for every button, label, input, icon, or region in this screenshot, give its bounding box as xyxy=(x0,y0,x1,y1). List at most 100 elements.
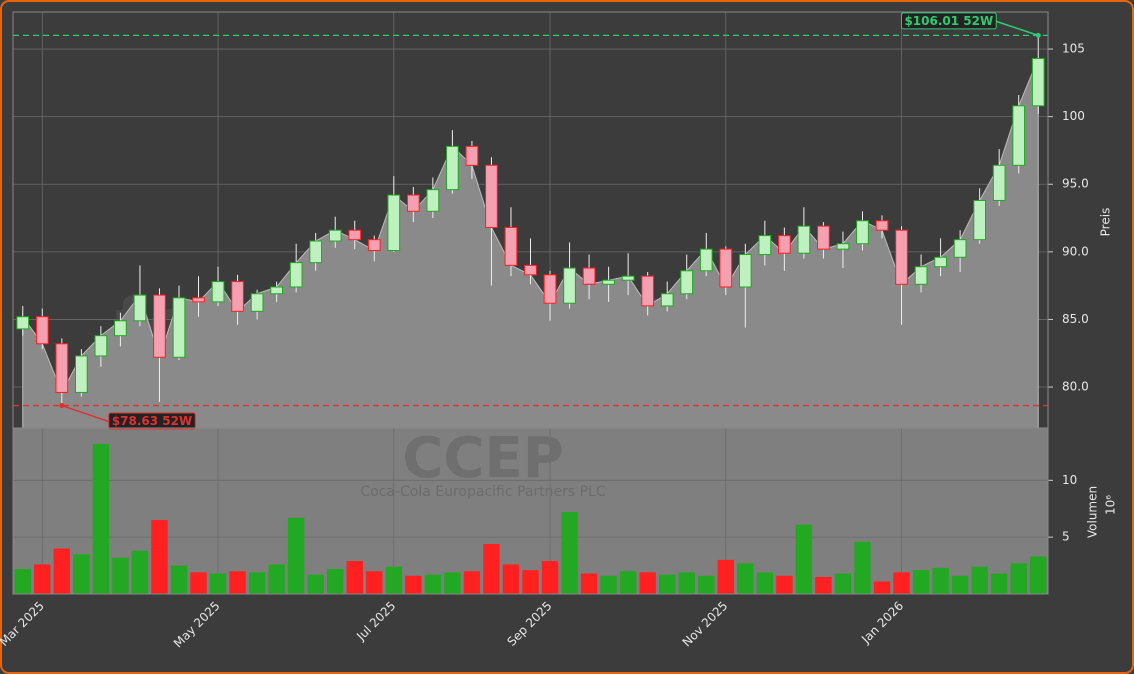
candle-body xyxy=(543,274,557,304)
volume-bar xyxy=(912,570,930,594)
volume-bar xyxy=(795,524,813,594)
volume-unit: 10⁶ xyxy=(1104,495,1118,515)
y-tick-label: 10 xyxy=(1062,473,1077,487)
arrow xyxy=(995,20,1039,37)
y-tick-label: 80.0 xyxy=(1062,380,1089,394)
y-tick-label: 95.0 xyxy=(1062,177,1089,191)
candle-body xyxy=(758,235,772,256)
y-tick-label: 85.0 xyxy=(1062,312,1089,326)
candle-body xyxy=(94,335,108,357)
candle-body xyxy=(55,343,69,393)
volume-bar xyxy=(190,572,207,594)
volume-bar xyxy=(600,575,617,594)
candle-body xyxy=(309,240,323,264)
volume-bar xyxy=(151,520,168,594)
volume-bar xyxy=(463,571,481,594)
candle-body xyxy=(1031,58,1045,107)
volume-bar xyxy=(112,557,129,594)
candle-body xyxy=(836,243,850,250)
candle-body xyxy=(738,254,752,288)
candle-body xyxy=(485,164,498,229)
candle-body xyxy=(973,199,987,241)
volume-bar xyxy=(678,572,695,594)
company-watermark: Coca-Cola Europacific Partners PLC xyxy=(360,484,606,500)
y-tick-label: 90.0 xyxy=(1062,244,1089,258)
volume-bar xyxy=(209,573,227,594)
candle-body xyxy=(582,267,596,285)
candle-body xyxy=(211,281,225,303)
volume-bar xyxy=(658,574,676,594)
candle-body xyxy=(406,194,420,212)
volume-bar xyxy=(951,575,969,594)
volume-bar xyxy=(229,571,246,594)
candle-body xyxy=(133,294,147,322)
candle-body xyxy=(992,164,1006,201)
volume-bar xyxy=(53,548,71,594)
symbol-watermark: CCEP xyxy=(402,426,564,491)
volume-bar xyxy=(971,566,988,594)
candle-body xyxy=(16,316,30,330)
candle-body xyxy=(387,194,401,251)
candle-body xyxy=(504,227,518,266)
volume-bar xyxy=(990,573,1008,594)
volume-bar xyxy=(287,517,305,594)
volume-bar xyxy=(541,561,559,594)
label-box xyxy=(900,12,997,30)
candle-body xyxy=(875,220,889,231)
volume-bar xyxy=(893,572,910,594)
candle-body xyxy=(934,256,947,268)
volume-bar xyxy=(698,575,715,594)
volume-bar xyxy=(424,574,442,594)
candle-body xyxy=(348,229,362,241)
volume-bar xyxy=(561,512,578,594)
candle-body xyxy=(231,281,244,312)
arrow-head xyxy=(1035,32,1041,38)
volume-bar xyxy=(405,575,422,594)
volume-bar xyxy=(444,572,461,594)
volume-bar xyxy=(170,565,188,594)
candle-body xyxy=(778,235,791,254)
volume-bar xyxy=(776,575,793,594)
volume-bar xyxy=(34,564,51,594)
candle-body xyxy=(289,262,303,288)
volume-bar xyxy=(385,566,403,594)
volume-bar xyxy=(834,573,852,594)
candle-body xyxy=(953,239,967,258)
y-tick-label: 105 xyxy=(1062,42,1085,56)
volume-bar xyxy=(73,554,90,594)
volume-bar xyxy=(92,443,110,594)
volume-bar xyxy=(580,573,598,594)
candle-body xyxy=(172,297,186,358)
volume-axis-label: Volumen xyxy=(1086,486,1100,538)
level-label: $78.63 52W xyxy=(112,414,192,428)
candle-body xyxy=(426,189,440,212)
candle-body xyxy=(660,293,674,307)
level-label: $106.01 52W xyxy=(904,14,993,28)
candle-body xyxy=(153,294,166,358)
volume-bar xyxy=(932,567,949,594)
candle-body xyxy=(114,320,127,337)
volume-bar xyxy=(366,571,383,594)
candle-body xyxy=(446,145,459,191)
volume-bar xyxy=(327,568,344,594)
arrow-head xyxy=(59,403,65,409)
candle-body xyxy=(797,225,811,254)
candle-body xyxy=(914,266,928,285)
volume-bar xyxy=(1010,563,1027,594)
candle-body xyxy=(563,267,576,304)
volume-bar xyxy=(483,543,500,594)
candle-body xyxy=(328,229,342,242)
volume-bar xyxy=(1030,556,1047,594)
candle-body xyxy=(641,275,655,307)
volume-bar xyxy=(268,564,285,594)
volume-bar xyxy=(248,572,266,594)
volume-bar xyxy=(502,564,520,594)
volume-bar xyxy=(873,581,891,594)
candle-body xyxy=(192,297,205,303)
candle-body xyxy=(719,248,733,288)
candle-body xyxy=(524,264,537,276)
arrow xyxy=(61,404,110,423)
volume-panel-border xyxy=(12,427,1049,595)
y-tick-label: 5 xyxy=(1062,530,1070,544)
volume-bar xyxy=(131,550,149,594)
